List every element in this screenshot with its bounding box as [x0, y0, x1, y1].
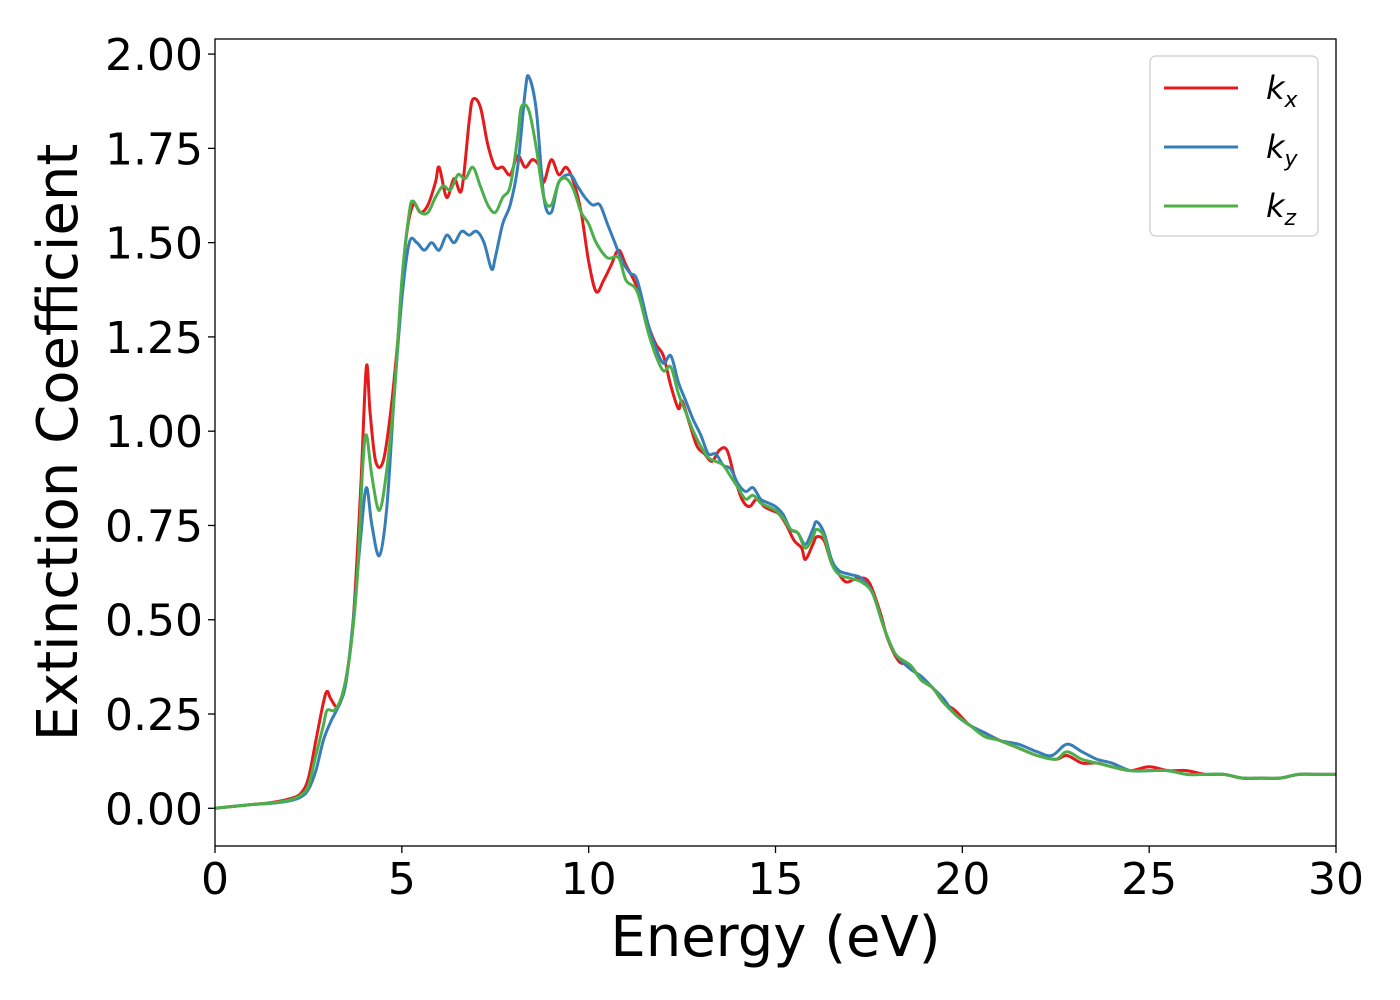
y-tick-label: 0.00 [105, 784, 203, 835]
y-tick-label: 1.25 [105, 313, 203, 364]
y-tick-label: 1.50 [105, 219, 203, 270]
legend-label-subscript: x [1284, 88, 1299, 113]
legend-label-subscript: y [1284, 147, 1299, 172]
legend-label-x: kx [1266, 69, 1299, 113]
y-tick-label: 1.75 [105, 124, 203, 175]
x-tick-label: 20 [934, 854, 990, 905]
y-axis-title: Extinction Coefficient [26, 144, 91, 742]
y-tick-label: 0.25 [105, 690, 203, 741]
y-tick-label: 0.50 [105, 596, 203, 647]
x-tick-label: 25 [1121, 854, 1177, 905]
x-tick-label: 30 [1308, 854, 1364, 905]
y-tick-label: 2.00 [105, 30, 203, 81]
x-tick-label: 5 [388, 854, 416, 905]
legend-label-main: k [1266, 128, 1286, 166]
legend-label-main: k [1266, 69, 1286, 107]
legend-label-main: k [1266, 187, 1286, 225]
legend-label-y: ky [1266, 128, 1299, 172]
x-tick-label: 10 [561, 854, 617, 905]
y-tick-label: 0.75 [105, 501, 203, 552]
x-tick-label: 15 [748, 854, 804, 905]
series-line-z [215, 102, 1336, 810]
x-axis-title: Energy (eV) [610, 905, 940, 970]
legend-label-subscript: z [1284, 206, 1297, 231]
y-tick-label: 1.00 [105, 407, 203, 458]
legend-label-z: kz [1266, 187, 1297, 231]
x-tick-label: 0 [201, 854, 229, 905]
